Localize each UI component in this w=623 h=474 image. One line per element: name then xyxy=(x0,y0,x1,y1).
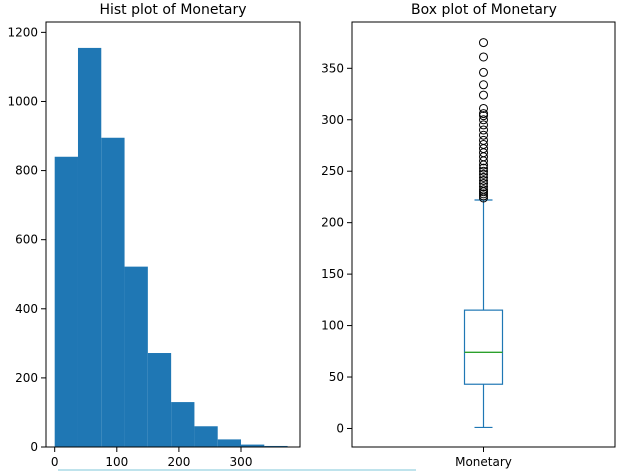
histogram-frame xyxy=(45,21,301,448)
histogram-y-tick-label: 0 xyxy=(30,440,38,454)
histogram-x-axis: 0 100 200 300 xyxy=(51,447,253,469)
outlier-point xyxy=(479,125,488,135)
boxplot-y-tick-label: 350 xyxy=(321,61,344,75)
boxplot-outliers xyxy=(479,38,488,203)
histogram-bar-8 xyxy=(241,444,265,447)
histogram-y-tick-label: 1200 xyxy=(7,25,38,39)
histogram-y-tick-label: 400 xyxy=(15,302,38,316)
boxplot-y-tick-label: 150 xyxy=(321,267,344,281)
outlier-point xyxy=(479,135,488,145)
outlier-point xyxy=(479,185,488,195)
histogram-bar-9 xyxy=(264,445,288,447)
histogram-y-tick-label: 600 xyxy=(15,233,38,247)
histogram-bar-0 xyxy=(54,156,78,447)
outlier-point xyxy=(479,163,488,173)
outlier-point xyxy=(479,175,488,185)
outlier-point xyxy=(479,38,488,48)
boxplot-title: Box plot of Monetary xyxy=(411,2,557,18)
histogram-bar-4 xyxy=(147,353,172,447)
outlier-point xyxy=(479,139,488,149)
outlier-point xyxy=(479,80,488,90)
boxplot-y-tick-label: 200 xyxy=(321,216,344,230)
outlier-point xyxy=(479,130,488,140)
histogram-bar-7 xyxy=(217,439,242,447)
histogram-x-tick-label: 0 xyxy=(51,455,59,469)
boxplot-y-tick-label: 0 xyxy=(336,421,344,435)
bottom-strip xyxy=(58,469,416,471)
boxplot-x-axis: Monetary xyxy=(455,447,512,469)
histogram-bar-3 xyxy=(124,266,148,447)
boxplot-frame xyxy=(351,21,616,448)
histogram-bar-5 xyxy=(171,402,195,447)
boxplot-y-tick-label: 300 xyxy=(321,113,344,127)
outlier-point xyxy=(479,179,488,189)
outlier-point xyxy=(479,109,488,119)
histogram-bar-1 xyxy=(77,47,102,447)
outlier-point xyxy=(479,52,488,62)
boxplot-y-tick-label: 100 xyxy=(321,319,344,333)
histogram-x-tick-label: 100 xyxy=(105,455,128,469)
histogram-x-tick-label: 200 xyxy=(167,455,190,469)
outlier-point xyxy=(479,115,488,125)
outlier-point xyxy=(479,90,488,100)
histogram-y-tick-label: 1000 xyxy=(7,94,38,108)
boxplot-x-tick-label: Monetary xyxy=(455,455,512,469)
histogram-x-tick-label: 300 xyxy=(230,455,253,469)
outlier-point xyxy=(479,103,488,113)
outlier-point xyxy=(479,169,488,179)
outlier-point xyxy=(479,166,488,176)
histogram-title: Hist plot of Monetary xyxy=(99,2,246,18)
histogram-bar-2 xyxy=(101,137,125,448)
histogram-bar-6 xyxy=(194,426,218,447)
interquartile-box xyxy=(463,309,504,385)
boxplot-y-tick-label: 250 xyxy=(321,164,344,178)
histogram-bars xyxy=(54,47,288,448)
boxplot-y-tick-label: 50 xyxy=(329,370,344,384)
boxplot-body xyxy=(463,199,504,429)
histogram-y-tick-label: 800 xyxy=(15,164,38,178)
boxplot-chart: Box plot of Monetary 0 50 100 150 200 250 300 3… xyxy=(321,2,616,469)
histogram-y-tick-label: 200 xyxy=(15,371,38,385)
histogram-chart: Hist plot of Monetary 0 100 200 300 0 200 400… xyxy=(7,2,301,469)
outlier-point xyxy=(479,67,488,77)
outlier-point xyxy=(479,120,488,130)
outlier-point xyxy=(479,182,488,192)
outlier-point xyxy=(479,172,488,182)
boxplot-y-axis: 0 50 100 150 200 250 300 350 xyxy=(321,61,352,435)
histogram-y-axis: 0 200 400 600 800 1000 1200 xyxy=(7,25,46,454)
